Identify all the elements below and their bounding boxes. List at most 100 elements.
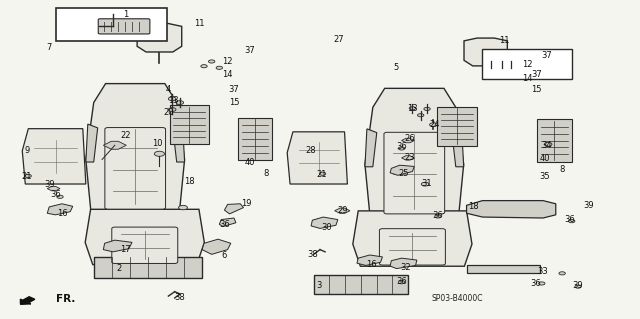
Text: 39: 39 xyxy=(573,281,584,291)
Text: 6: 6 xyxy=(221,251,227,260)
Circle shape xyxy=(435,215,441,218)
Text: 18: 18 xyxy=(184,177,195,186)
Polygon shape xyxy=(467,201,556,218)
Text: 29: 29 xyxy=(337,206,348,215)
Circle shape xyxy=(508,63,515,66)
Polygon shape xyxy=(311,217,338,228)
Circle shape xyxy=(568,219,575,223)
Text: 21: 21 xyxy=(316,170,326,179)
Circle shape xyxy=(154,151,164,156)
Text: 39: 39 xyxy=(584,201,594,210)
Text: 2: 2 xyxy=(116,264,122,273)
Text: 28: 28 xyxy=(305,145,316,154)
Circle shape xyxy=(429,123,437,127)
Polygon shape xyxy=(365,88,464,215)
Text: 12: 12 xyxy=(522,60,532,69)
Text: 33: 33 xyxy=(538,267,548,276)
Text: 26: 26 xyxy=(404,134,415,144)
Text: 37: 37 xyxy=(244,46,255,55)
FancyBboxPatch shape xyxy=(437,107,477,146)
Text: 36: 36 xyxy=(396,277,407,286)
Circle shape xyxy=(499,63,505,66)
Polygon shape xyxy=(357,255,383,265)
Bar xyxy=(314,275,408,294)
Text: 36: 36 xyxy=(433,211,444,220)
Text: 30: 30 xyxy=(321,223,332,232)
Text: 36: 36 xyxy=(50,190,61,199)
Polygon shape xyxy=(401,156,414,160)
FancyBboxPatch shape xyxy=(112,227,178,263)
Text: 36: 36 xyxy=(219,220,230,229)
Circle shape xyxy=(176,101,184,105)
Polygon shape xyxy=(390,258,417,269)
Circle shape xyxy=(57,195,63,198)
Polygon shape xyxy=(220,218,236,226)
Text: 24: 24 xyxy=(429,120,440,129)
Text: 35: 35 xyxy=(540,172,550,182)
Text: 15: 15 xyxy=(531,85,542,94)
Text: 25: 25 xyxy=(399,169,410,178)
Polygon shape xyxy=(202,239,231,254)
FancyBboxPatch shape xyxy=(380,229,445,265)
Circle shape xyxy=(544,142,552,146)
FancyBboxPatch shape xyxy=(105,128,166,209)
Text: 23: 23 xyxy=(404,153,415,162)
Text: 7: 7 xyxy=(47,43,52,52)
Text: 16: 16 xyxy=(365,260,376,269)
Text: 13: 13 xyxy=(407,104,418,113)
Polygon shape xyxy=(103,240,132,252)
Text: FR.: FR. xyxy=(56,293,75,304)
Text: 31: 31 xyxy=(422,179,433,188)
Text: 22: 22 xyxy=(120,131,131,140)
Polygon shape xyxy=(137,24,182,52)
Polygon shape xyxy=(85,209,204,265)
Text: 37: 37 xyxy=(531,70,542,78)
Circle shape xyxy=(319,172,326,175)
Text: 10: 10 xyxy=(152,139,163,148)
Polygon shape xyxy=(86,84,184,210)
Text: 11: 11 xyxy=(500,36,510,45)
Text: 38: 38 xyxy=(175,293,185,301)
Text: 15: 15 xyxy=(228,98,239,107)
Text: 34: 34 xyxy=(541,141,552,150)
Text: 5: 5 xyxy=(394,63,399,72)
Polygon shape xyxy=(103,141,126,149)
Polygon shape xyxy=(353,211,472,266)
Text: 21: 21 xyxy=(22,172,32,182)
Circle shape xyxy=(25,174,31,178)
Text: 19: 19 xyxy=(241,199,252,208)
Circle shape xyxy=(575,285,581,288)
Polygon shape xyxy=(47,186,60,191)
Text: 37: 37 xyxy=(228,85,239,94)
Bar xyxy=(56,8,167,41)
Text: 11: 11 xyxy=(194,19,204,28)
Text: 37: 37 xyxy=(541,51,552,60)
Text: 18: 18 xyxy=(468,202,478,211)
Text: 12: 12 xyxy=(222,57,233,66)
Text: 16: 16 xyxy=(56,209,67,218)
Circle shape xyxy=(216,66,223,69)
Polygon shape xyxy=(173,124,184,162)
Bar xyxy=(483,49,572,79)
Text: 8: 8 xyxy=(263,169,269,178)
Text: 36: 36 xyxy=(564,215,575,224)
Text: 13: 13 xyxy=(168,97,179,106)
Text: 40: 40 xyxy=(244,158,255,167)
Text: 32: 32 xyxy=(401,263,412,272)
Bar xyxy=(467,265,540,273)
Text: 3: 3 xyxy=(316,281,321,291)
Polygon shape xyxy=(390,165,414,175)
Circle shape xyxy=(398,147,404,150)
Text: 8: 8 xyxy=(559,165,565,174)
Text: 36: 36 xyxy=(396,142,407,151)
Circle shape xyxy=(488,63,494,66)
FancyBboxPatch shape xyxy=(538,119,572,162)
Polygon shape xyxy=(22,129,86,184)
Circle shape xyxy=(168,108,176,111)
FancyBboxPatch shape xyxy=(238,118,272,160)
Bar xyxy=(94,257,202,278)
Circle shape xyxy=(417,114,424,117)
Text: 14: 14 xyxy=(522,74,532,83)
FancyBboxPatch shape xyxy=(170,105,209,144)
FancyBboxPatch shape xyxy=(384,132,445,214)
